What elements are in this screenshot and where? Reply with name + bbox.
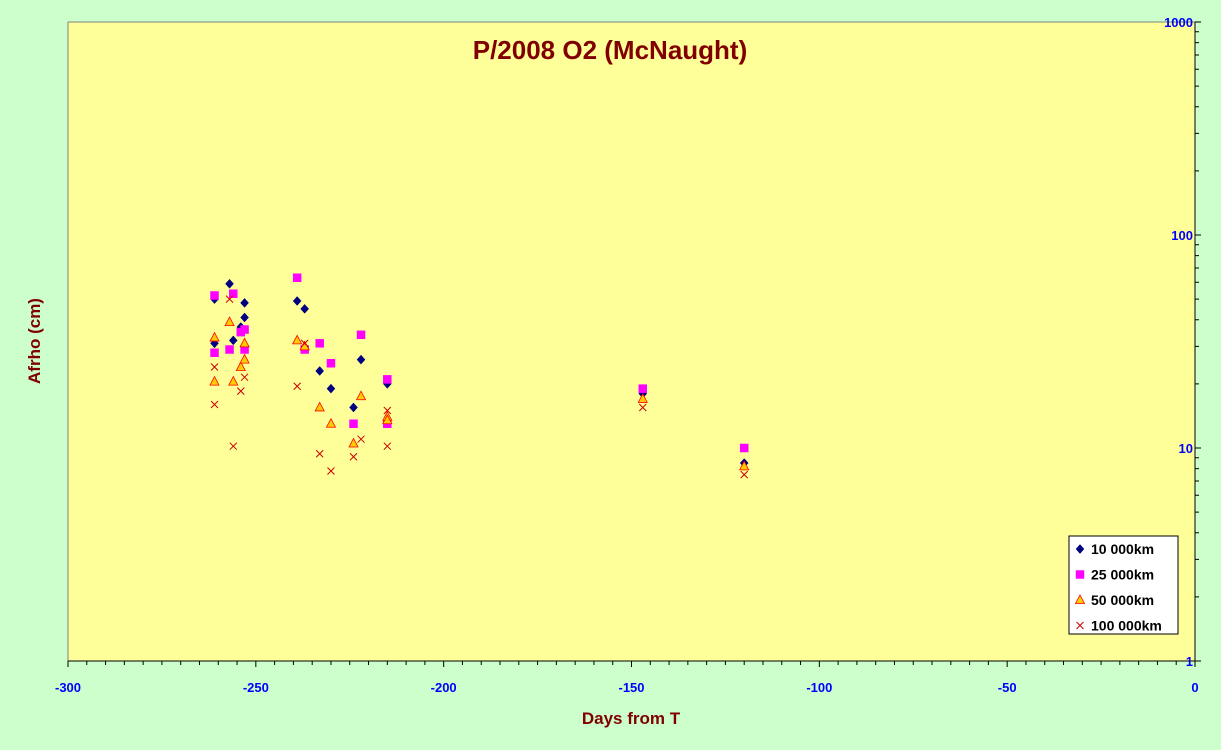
x-tick-label: -150 [618,680,644,695]
data-point [228,335,238,346]
data-point [383,406,392,415]
data-marks [209,273,750,479]
x-tick-label: -100 [806,680,832,695]
data-point [637,393,648,403]
data-point [239,353,250,364]
data-point [229,442,238,451]
data-point [225,295,234,303]
data-point [739,460,750,471]
data-point [293,382,302,391]
data-point [239,337,250,348]
data-point [349,452,358,461]
data-point [240,373,249,382]
data-point [209,375,220,386]
data-point [349,419,358,428]
data-point [325,417,337,428]
legend-box [1068,535,1179,635]
x-tick-label: 0 [1191,680,1198,695]
data-point [348,437,359,448]
data-point [638,384,648,393]
data-point [326,383,336,394]
data-point [355,390,367,401]
series-2 [209,316,750,471]
data-point [240,325,249,334]
data-point [315,449,324,458]
legend-marker [1074,594,1086,604]
y-tick-label: 1 [1186,654,1193,669]
x-tick-label: -50 [998,680,1017,695]
data-point [235,361,246,371]
legend-label: 50 000km [1091,592,1154,608]
data-point [383,375,392,384]
legend: 10 000km 25 000km 50 000km 100 000km [1068,535,1179,635]
data-point [315,339,324,348]
data-point [356,354,366,365]
data-point [292,296,302,306]
data-point [300,339,309,348]
chart-title: P/2008 O2 (McNaught) [473,35,748,65]
data-point [315,366,325,376]
data-point [229,289,238,298]
data-point [210,291,219,300]
data-point [291,334,303,345]
legend-marker [1076,621,1084,630]
legend-label: 100 000km [1091,618,1162,634]
legend-marker [1075,544,1085,554]
x-tick-label: -300 [55,680,81,695]
data-point [326,358,336,368]
axes: -300 -250 -200 -150 -100 -50 0 1 10 100 1000 [55,15,1201,695]
series-3 [210,295,749,479]
data-point [356,330,366,340]
data-point [210,363,219,371]
data-point [240,298,249,308]
y-tick-label: 10 [1179,441,1193,456]
data-point [210,348,219,358]
legend-label: 10 000km [1091,541,1154,557]
data-point [327,467,335,475]
data-point [225,345,234,354]
data-point [349,402,358,413]
y-tick-label: 1000 [1164,15,1193,30]
data-point [383,442,392,451]
x-tick-label: -200 [431,680,457,695]
data-point [209,331,220,342]
data-point [225,278,234,289]
data-point [300,303,310,314]
data-point [739,443,749,453]
data-point [638,403,647,412]
y-axis-title: Afrho (cm) [25,298,44,384]
data-point [740,470,749,479]
data-point [292,273,302,282]
x-axis-title: Days from T [582,709,681,728]
data-point [314,401,325,412]
y-tick-label: 100 [1171,228,1193,243]
data-point [357,435,365,444]
legend-label: 25 000km [1091,567,1154,583]
data-point [210,400,219,409]
data-point [382,414,393,425]
data-point [224,316,235,327]
x-tick-label: -250 [243,680,269,695]
data-point [228,375,239,386]
plot-area [68,22,1195,661]
data-point [236,387,245,395]
data-point [240,312,249,323]
legend-marker [1075,570,1085,579]
